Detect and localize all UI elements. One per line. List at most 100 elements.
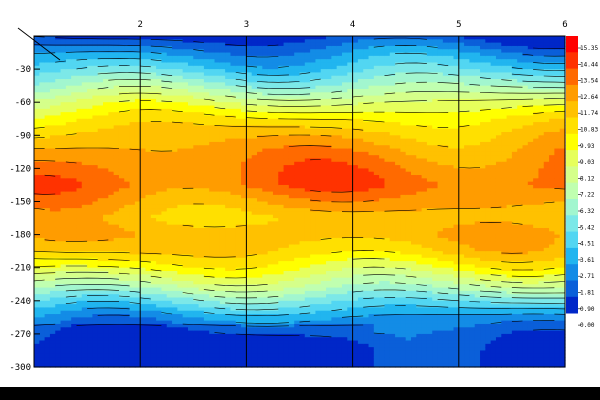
contour-cell [118, 151, 125, 156]
contour-cell [145, 360, 152, 365]
contour-cell [124, 125, 131, 130]
contour-cell [246, 287, 253, 292]
contour-cell [81, 208, 88, 213]
contour-cell [203, 204, 210, 209]
contour-cell [235, 208, 242, 213]
contour-cell [187, 333, 194, 338]
contour-cell [60, 343, 67, 348]
contour-cell [235, 112, 242, 117]
contour-cell [251, 49, 258, 54]
contour-cell [34, 274, 40, 279]
contour-cell [87, 39, 94, 44]
contour-cell [65, 55, 72, 60]
contour-cell [76, 271, 83, 275]
contour-cell [172, 95, 178, 100]
contour-cell [203, 118, 210, 123]
contour-cell [140, 108, 147, 113]
contour-cell [288, 178, 295, 183]
contour-cell [182, 208, 189, 213]
contour-cell [118, 214, 125, 219]
contour-cell [214, 201, 221, 206]
contour-cell [203, 115, 210, 120]
contour-cell [118, 360, 125, 365]
contour-cell [288, 108, 295, 113]
contour-cell [92, 234, 99, 239]
contour-cell [251, 52, 258, 57]
contour-cell [182, 165, 189, 169]
contour-cell [113, 184, 120, 189]
contour-cell [113, 118, 120, 123]
contour-cell [172, 138, 178, 143]
contour-cell [65, 45, 72, 50]
contour-cell [272, 171, 279, 176]
contour-cell [156, 317, 163, 322]
contour-cell [278, 55, 285, 60]
contour-cell [235, 148, 242, 153]
contour-cell [113, 45, 120, 50]
contour-cell [283, 271, 290, 275]
contour-cell [44, 168, 51, 173]
contour-cell [177, 241, 184, 246]
contour-cell [166, 65, 173, 70]
contour-cell [251, 191, 258, 196]
contour-cell [166, 135, 173, 140]
contour-cell [257, 105, 263, 110]
contour-cell [34, 112, 40, 117]
contour-cell [267, 353, 274, 358]
contour-cell [230, 161, 237, 166]
contour-cell [129, 138, 136, 143]
contour-cell [257, 271, 263, 275]
contour-cell [81, 357, 88, 361]
contour-cell [49, 337, 56, 342]
contour-cell [198, 294, 205, 299]
contour-cell [251, 274, 258, 279]
contour-cell [71, 310, 78, 315]
contour-cell [225, 208, 232, 213]
contour-cell [161, 290, 168, 295]
contour-cell [97, 271, 104, 275]
contour-cell [182, 112, 189, 117]
contour-cell [145, 125, 152, 130]
contour-cell [140, 171, 147, 176]
contour-cell [209, 131, 216, 136]
contour-cell [267, 188, 274, 193]
contour-cell [288, 333, 295, 338]
contour-cell [209, 88, 216, 93]
contour-cell [203, 277, 210, 282]
contour-cell [140, 122, 147, 126]
contour-cell [156, 171, 163, 176]
contour-cell [65, 234, 72, 239]
contour-cell [278, 65, 285, 70]
contour-cell [288, 323, 295, 328]
contour-cell [97, 224, 104, 229]
contour-cell [108, 181, 115, 186]
contour-cell [166, 82, 173, 87]
contour-cell [283, 59, 290, 64]
contour-cell [235, 138, 242, 143]
contour-cell [214, 155, 221, 160]
contour-cell [246, 115, 253, 120]
contour-cell [140, 214, 147, 219]
contour-cell [129, 227, 136, 232]
contour-cell [203, 198, 210, 203]
contour-cell [187, 214, 194, 219]
contour-cell [251, 267, 258, 272]
contour-cell [71, 92, 78, 97]
contour-cell [118, 102, 125, 107]
contour-cell [113, 231, 120, 236]
contour-cell [34, 353, 40, 358]
contour-cell [118, 330, 125, 335]
contour-cell [60, 267, 67, 272]
contour-cell [251, 178, 258, 183]
contour-cell [283, 141, 290, 146]
contour-cell [71, 148, 78, 153]
contour-cell [262, 115, 269, 120]
contour-cell [65, 175, 72, 179]
contour-cell [257, 300, 263, 305]
contour-cell [182, 138, 189, 143]
contour-cell [118, 323, 125, 328]
contour-cell [288, 125, 295, 130]
contour-cell [113, 148, 120, 153]
contour-cell [278, 247, 285, 252]
contour-cell [97, 125, 104, 130]
